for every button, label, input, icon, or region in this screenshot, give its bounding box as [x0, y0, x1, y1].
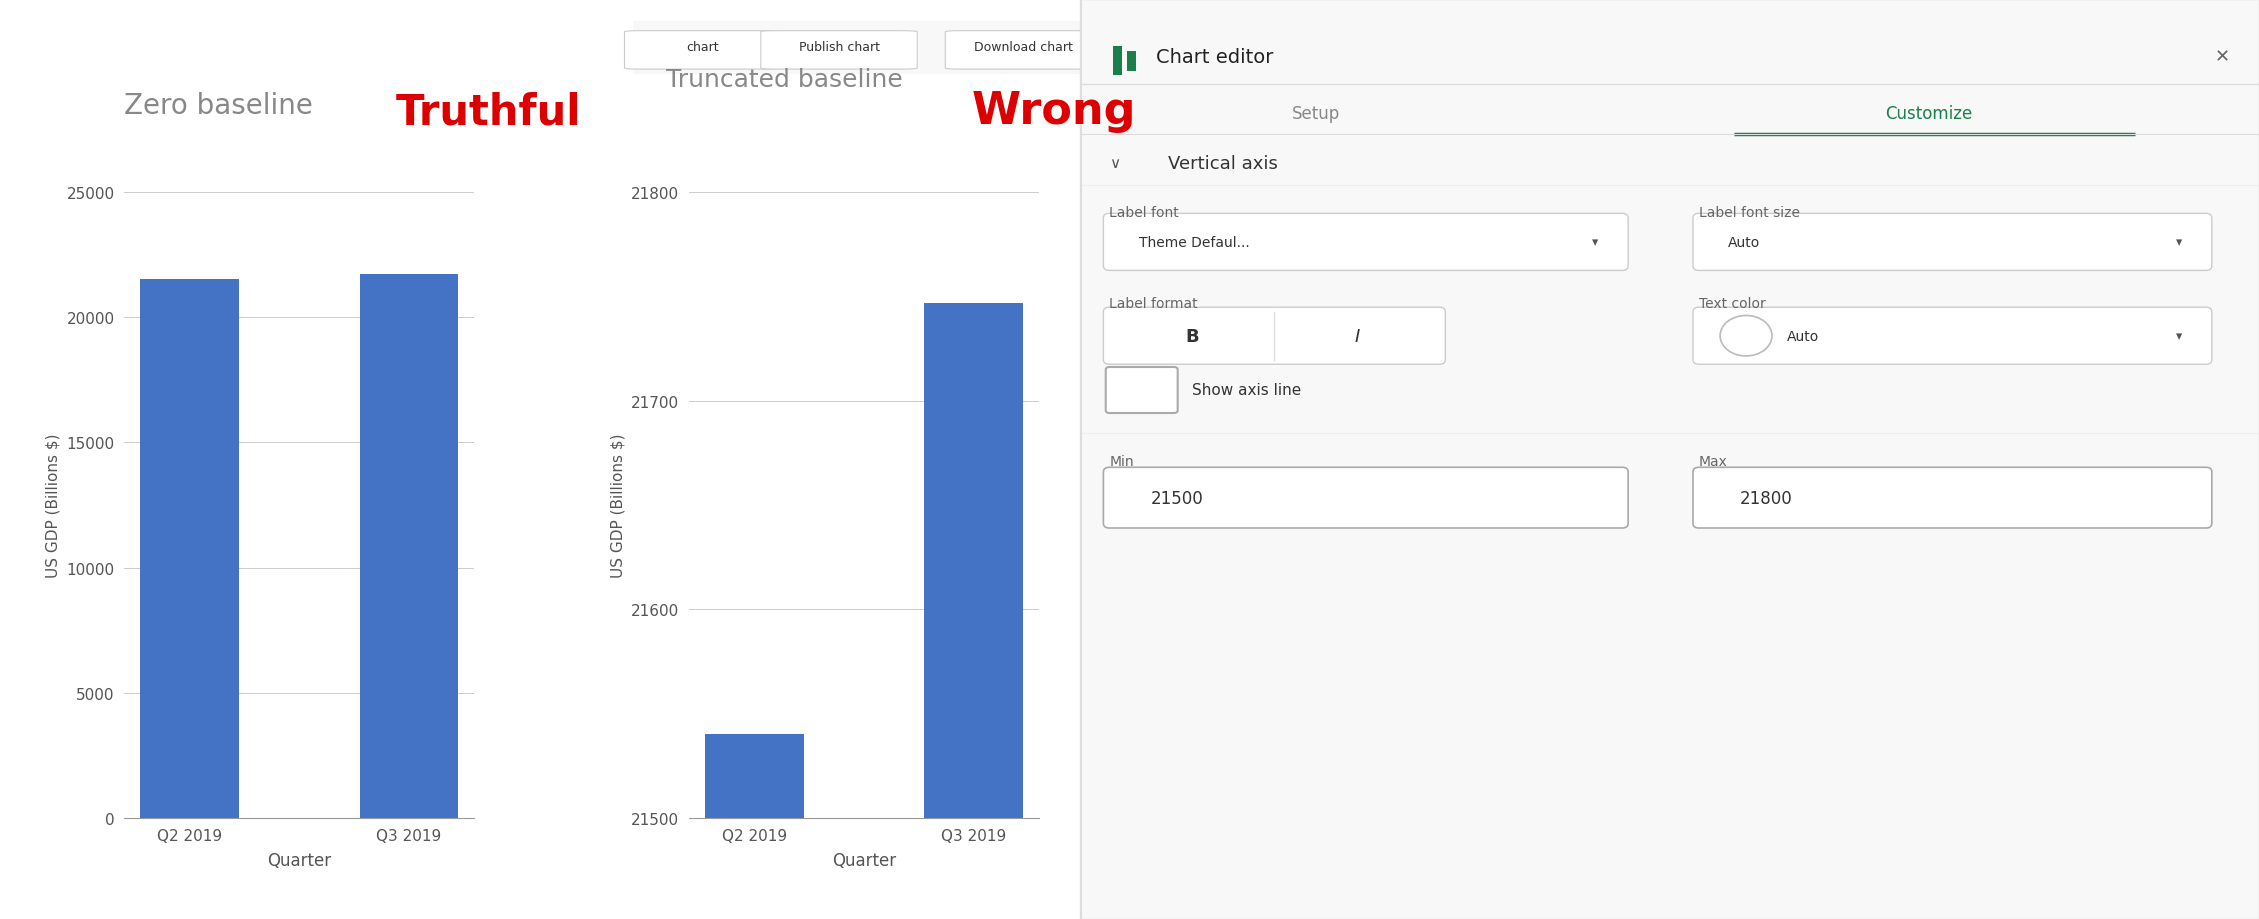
Y-axis label: US GDP (Billions $): US GDP (Billions $) [45, 433, 61, 578]
Text: Label font: Label font [1109, 206, 1179, 221]
X-axis label: Quarter: Quarter [831, 851, 897, 868]
Text: Wrong: Wrong [971, 90, 1136, 133]
Text: Publish chart: Publish chart [797, 41, 879, 54]
Text: B: B [1186, 327, 1200, 346]
FancyBboxPatch shape [1102, 468, 1629, 528]
FancyBboxPatch shape [1127, 51, 1136, 72]
Text: I: I [1355, 327, 1360, 346]
X-axis label: Quarter: Quarter [267, 851, 332, 868]
Text: ▾: ▾ [1593, 236, 1599, 249]
Text: Truthful: Truthful [395, 91, 581, 133]
Text: Zero baseline: Zero baseline [124, 92, 314, 119]
Text: Truncated baseline: Truncated baseline [666, 68, 904, 92]
Y-axis label: US GDP (Billions $): US GDP (Billions $) [610, 433, 626, 578]
FancyBboxPatch shape [1105, 368, 1177, 414]
Text: ∧: ∧ [1401, 39, 1412, 57]
Circle shape [1719, 316, 1771, 357]
FancyBboxPatch shape [623, 31, 782, 70]
Text: Vertical axis: Vertical axis [1168, 154, 1279, 173]
Text: 21800: 21800 [1739, 489, 1794, 507]
Text: Auto: Auto [1787, 329, 1818, 344]
FancyBboxPatch shape [1692, 468, 2212, 528]
FancyBboxPatch shape [1102, 308, 1446, 365]
FancyBboxPatch shape [1145, 31, 1301, 70]
FancyBboxPatch shape [761, 31, 917, 70]
Text: 21500: 21500 [1150, 489, 1204, 507]
FancyBboxPatch shape [944, 31, 1102, 70]
Bar [924, 303, 1023, 919]
Text: ∨: ∨ [1109, 156, 1120, 171]
Text: Label format: Label format [1109, 296, 1197, 311]
Text: Download chart: Download chart [974, 41, 1073, 54]
FancyBboxPatch shape [1692, 308, 2212, 365]
Bar [705, 734, 804, 919]
Text: ▾: ▾ [2175, 236, 2182, 249]
Text: Max: Max [1699, 454, 1728, 469]
Text: Setup: Setup [1292, 105, 1340, 123]
Text: chart: chart [687, 41, 718, 54]
Text: Delete chart: Delete chart [1186, 41, 1263, 54]
FancyBboxPatch shape [1102, 214, 1629, 271]
Text: Customize: Customize [1886, 105, 1972, 123]
Text: Show axis line: Show axis line [1193, 383, 1301, 398]
Text: ▾: ▾ [2175, 330, 2182, 343]
Text: ✕: ✕ [2214, 48, 2230, 66]
Text: Label font size: Label font size [1699, 206, 1800, 221]
Bar [140, 279, 239, 818]
Text: Text color: Text color [1699, 296, 1767, 311]
FancyBboxPatch shape [1114, 47, 1123, 76]
Bar [359, 274, 459, 818]
FancyBboxPatch shape [1692, 214, 2212, 271]
Text: Auto: Auto [1728, 235, 1760, 250]
Text: Theme Defaul...: Theme Defaul... [1139, 235, 1249, 250]
Text: Chart editor: Chart editor [1157, 48, 1274, 66]
Text: Min: Min [1109, 454, 1134, 469]
